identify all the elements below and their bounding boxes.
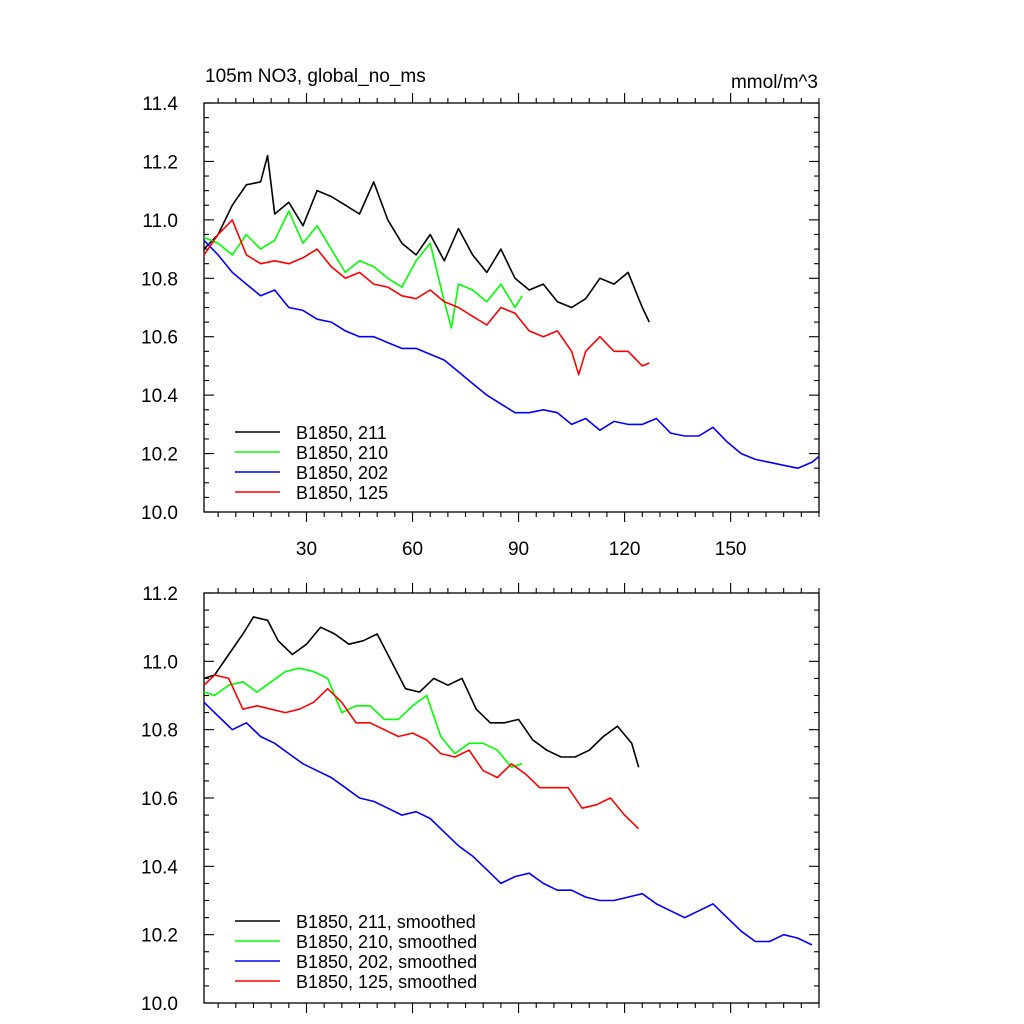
y-tick-label: 10.4 — [141, 386, 178, 407]
legend-label: B1850, 125, smoothed — [296, 972, 477, 992]
legend-label: B1850, 211, smoothed — [296, 912, 476, 932]
y-tick-label: 10.0 — [141, 503, 178, 524]
legend-label: B1850, 202 — [296, 463, 388, 483]
chart-title: 105m NO3, global_no_ms — [205, 66, 426, 87]
legend-label: B1850, 211 — [296, 423, 387, 443]
series-line-0 — [203, 616, 640, 768]
axis-ticks: 10.0 10.2 10.4 10.6 10.8 11.0 11.2 11.4 30 60 90 12… — [141, 93, 820, 560]
legend-label: B1850, 202, smoothed — [296, 952, 477, 972]
x-tick-label: 60 — [402, 539, 423, 560]
x-tick-label: 150 — [715, 539, 747, 560]
series-line-1 — [203, 210, 523, 329]
series-line-1 — [203, 667, 523, 769]
y-tick-label: 10.6 — [141, 328, 178, 349]
y-tick-label: 10.4 — [141, 857, 178, 878]
y-tick-label: 10.2 — [141, 926, 178, 947]
series-line-0 — [203, 154, 651, 323]
y-tick-label: 11.2 — [142, 152, 178, 173]
legend-label: B1850, 210 — [296, 443, 388, 463]
series-lines — [203, 616, 813, 946]
legend-label: B1850, 210, smoothed — [296, 932, 477, 952]
y-tick-label: 10.2 — [141, 445, 178, 466]
series-line-3 — [203, 674, 640, 830]
series-lines — [203, 154, 820, 470]
y-tick-label: 11.2 — [142, 584, 178, 605]
x-tick-label: 30 — [296, 539, 317, 560]
axis-ticks: 10.0 10.2 10.4 10.6 10.8 11.0 11.2 — [141, 583, 820, 1015]
x-tick-label: 90 — [508, 539, 529, 560]
y-tick-label: 11.0 — [142, 652, 178, 673]
x-tick-label: 120 — [609, 539, 641, 560]
y-tick-label: 10.8 — [141, 269, 178, 290]
y-tick-label: 10.6 — [141, 789, 178, 810]
bottom-panel: 10.0 10.2 10.4 10.6 10.8 11.0 11.2 B1850, 211,… — [141, 583, 820, 1015]
top-panel: 105m NO3, global_no_ms mmol/m^3 10.0 10.2… — [141, 66, 820, 560]
y-tick-label: 10.0 — [141, 994, 178, 1015]
units-label: mmol/m^3 — [731, 72, 818, 93]
series-line-3 — [203, 219, 650, 376]
y-tick-label: 11.4 — [142, 94, 178, 115]
series-line-2 — [203, 701, 813, 946]
legend-label: B1850, 125 — [296, 483, 388, 503]
y-tick-label: 11.0 — [142, 211, 178, 232]
y-tick-label: 10.8 — [141, 721, 178, 742]
series-line-2 — [203, 239, 820, 470]
